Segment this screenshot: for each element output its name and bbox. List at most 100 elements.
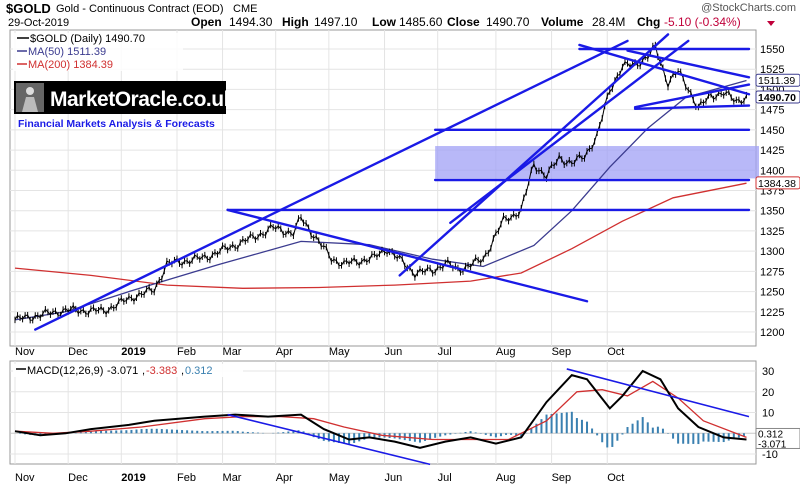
macd-histogram-bar xyxy=(596,433,599,436)
price-line xyxy=(14,44,747,321)
close-label: Close xyxy=(447,15,480,29)
macd-histogram-bar xyxy=(692,433,695,444)
price-label-box xyxy=(755,90,800,104)
macd-histogram-bar xyxy=(682,433,685,444)
macd-histogram-bar xyxy=(601,433,604,443)
macd-legend: MACD(12,26,9) -3.071 , -3.383 , 0.312 xyxy=(13,364,243,377)
y-tick-label: 1350 xyxy=(760,206,784,218)
macd-histogram-bar xyxy=(337,433,340,443)
y-tick-label: 1475 xyxy=(760,105,784,117)
macd-histogram-bar xyxy=(631,423,634,434)
macd-value-box xyxy=(755,427,800,449)
date: 29-Oct-2019 xyxy=(8,17,69,29)
macd-histogram-bar xyxy=(292,430,295,434)
macd-histogram-bar xyxy=(181,430,184,434)
macd-histogram-bar xyxy=(697,433,700,445)
macd-y-tick-label: 20 xyxy=(762,387,774,399)
y-tick-label: 1250 xyxy=(760,287,784,299)
macd-histogram-bar xyxy=(444,433,447,436)
macd-histogram-bar xyxy=(358,433,361,442)
x-tick-label: Oct xyxy=(607,346,624,358)
macd-histogram-bar xyxy=(145,428,148,434)
macd-histogram-bar xyxy=(530,428,533,434)
low-label: Low xyxy=(372,15,397,29)
macd-histogram-bar xyxy=(221,430,224,434)
macd-histogram-bar xyxy=(79,432,82,434)
legend-ma200: MA(200) 1384.39 xyxy=(28,59,113,71)
macd-histogram-bar xyxy=(84,431,87,434)
open-value: 1494.30 xyxy=(229,15,273,29)
x-tick-label: Mar xyxy=(223,346,242,358)
logo-title: MarketOracle.co.uk xyxy=(50,88,236,111)
macd-histogram-bar xyxy=(732,433,735,440)
macd-y-tick-label: 10 xyxy=(762,408,774,420)
price-label: 1511.39 xyxy=(758,75,795,87)
macd-histogram-bar xyxy=(469,431,472,434)
macd-histogram-bar xyxy=(125,430,128,434)
open-label: Open xyxy=(191,15,222,29)
macd-line xyxy=(14,369,747,449)
price-label: 1490.70 xyxy=(758,92,796,104)
macd-histogram-bar xyxy=(535,423,538,434)
legend-ma50: MA(50) 1511.39 xyxy=(28,46,106,58)
macd-histogram-bar xyxy=(155,428,158,434)
macd-histogram-bar xyxy=(216,431,219,434)
macd-histogram-bar xyxy=(302,431,305,434)
macd-histogram-bar xyxy=(363,433,366,440)
x-tick-label: Aug xyxy=(496,472,516,484)
macd-value-1: -3.071 xyxy=(107,365,138,377)
exchange: CME xyxy=(233,3,257,15)
macd-histogram-bar xyxy=(646,422,649,434)
macd-histogram-bar xyxy=(591,428,594,434)
close-value: 1490.70 xyxy=(486,15,530,29)
macd-histogram-bar xyxy=(206,431,209,434)
macd-histogram-bar xyxy=(656,426,659,434)
x-tick-label: Nov xyxy=(15,346,35,358)
macd-histogram-bar xyxy=(160,429,163,434)
macd-histogram-bar xyxy=(661,428,664,434)
macd-histogram-bar xyxy=(586,421,589,434)
x-tick-label: Nov xyxy=(15,472,35,484)
macd-downtrend-1 xyxy=(227,413,431,466)
macd-label: MACD(12,26,9) xyxy=(27,365,103,377)
macd-histogram-bar xyxy=(499,433,502,437)
macd-histogram-bar xyxy=(565,412,568,434)
x-tick-label: Apr xyxy=(276,346,293,358)
macd-histogram-bar xyxy=(641,417,644,434)
y-tick-label: 1225 xyxy=(760,307,784,319)
macd-histogram-bar xyxy=(510,433,513,435)
macd-histogram-bar xyxy=(282,432,285,434)
rising-line-oct xyxy=(633,83,751,109)
x-tick-label: Oct xyxy=(607,472,624,484)
macd-histogram-bar xyxy=(130,429,133,434)
down-arrow-icon xyxy=(767,21,775,26)
macd-histogram-bar xyxy=(560,412,563,434)
macd-histogram-bar xyxy=(100,430,103,434)
macd-histogram-bar xyxy=(373,433,376,438)
macd-histogram-bar xyxy=(636,420,639,434)
macd-histogram-bar xyxy=(702,433,705,442)
chg-value: -5.10 (-0.34%) xyxy=(664,15,741,29)
ma50-line xyxy=(14,79,747,321)
price-label-box xyxy=(755,73,800,87)
support-line-oct xyxy=(633,104,751,111)
macd-histogram-bar xyxy=(327,433,330,442)
macd-histogram-bar xyxy=(545,414,548,434)
macd-histogram-bar xyxy=(135,429,138,434)
volume-value: 28.4M xyxy=(592,15,625,29)
price-label: 1384.38 xyxy=(758,178,796,190)
x-tick-label: Feb xyxy=(177,346,196,358)
macd-histogram-bar xyxy=(540,419,543,434)
x-tick-label: May xyxy=(329,472,350,484)
macd-histogram-bar xyxy=(110,430,113,434)
macd-histogram-bar xyxy=(277,432,280,434)
macd-signal-line xyxy=(14,380,747,441)
macd-histogram-bar xyxy=(196,430,199,434)
macd-histogram-bar xyxy=(191,430,194,434)
logo-tagline: Financial Markets Analysis & Forecasts xyxy=(18,118,215,130)
macd-histogram-bar xyxy=(712,433,715,442)
macd-histogram-bar xyxy=(611,433,614,447)
downtrend-line-feb xyxy=(226,208,589,303)
x-tick-label: Mar xyxy=(223,472,242,484)
y-tick-label: 1300 xyxy=(760,246,784,258)
